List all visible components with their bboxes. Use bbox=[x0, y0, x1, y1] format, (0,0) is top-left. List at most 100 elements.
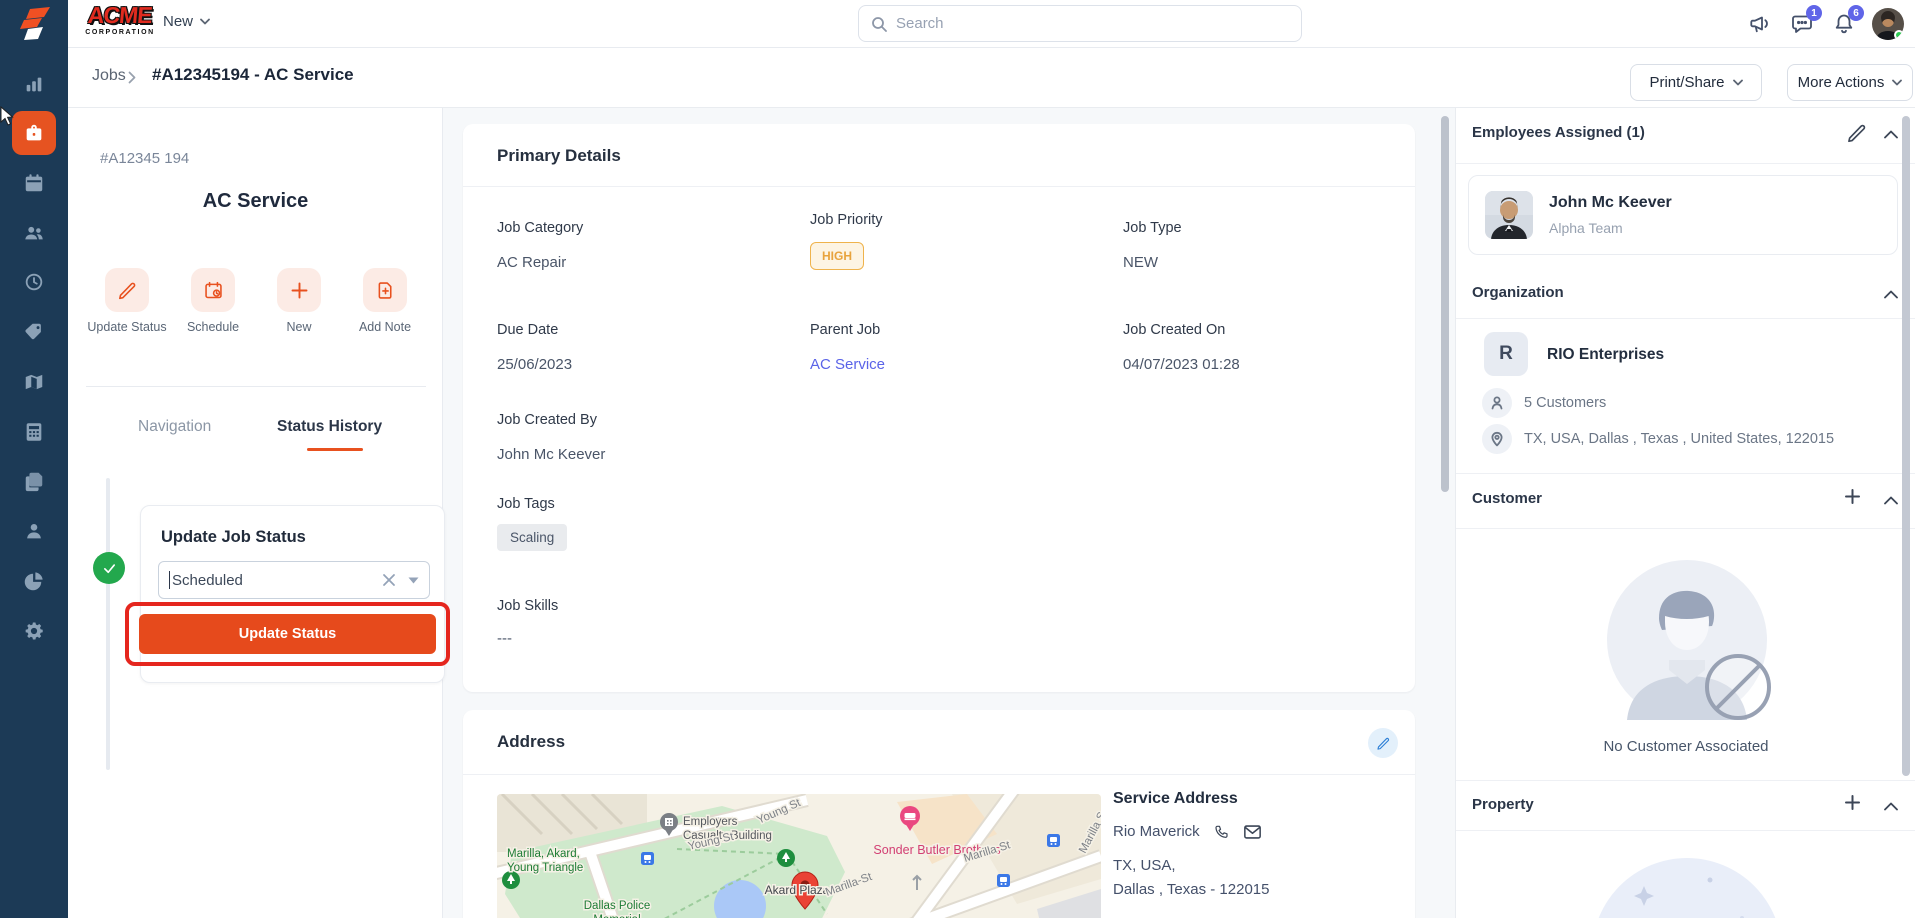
collapse-customer-button[interactable] bbox=[1884, 492, 1906, 514]
customers-count-icon-wrap bbox=[1482, 388, 1512, 418]
section-divider bbox=[1456, 830, 1915, 831]
edit-address-button[interactable] bbox=[1368, 728, 1398, 758]
job-created-by-label: Job Created By bbox=[497, 412, 597, 428]
service-address-line1: TX, USA, bbox=[1113, 857, 1176, 874]
property-placeholder-image bbox=[1598, 858, 1776, 918]
map-icon bbox=[25, 374, 43, 390]
collapse-organization-button[interactable] bbox=[1884, 286, 1906, 308]
tab-status-history[interactable]: Status History bbox=[277, 418, 383, 435]
job-summary-panel: #A12345 194 AC Service Update Status Sch… bbox=[68, 108, 450, 918]
right-panel-scrollbar[interactable] bbox=[1902, 116, 1910, 776]
quick-action-add-note[interactable]: Add Note bbox=[341, 268, 429, 335]
sidebar-item-jobs[interactable] bbox=[12, 111, 56, 155]
note-plus-icon bbox=[378, 281, 392, 299]
search-input[interactable] bbox=[896, 15, 1289, 32]
sidebar-item-timesheets[interactable] bbox=[12, 260, 56, 304]
more-actions-label: More Actions bbox=[1797, 74, 1885, 91]
sidebar-item-settings[interactable] bbox=[12, 609, 56, 653]
organization-section-title: Organization bbox=[1472, 284, 1564, 301]
chevron-up-icon bbox=[1884, 496, 1898, 505]
gear-icon bbox=[25, 622, 43, 640]
zuper-logo-icon bbox=[20, 7, 50, 40]
primary-details-card: Primary Details Job Category AC Repair J… bbox=[463, 124, 1415, 692]
notifications-button[interactable]: 6 bbox=[1832, 5, 1864, 36]
tab-navigation[interactable]: Navigation bbox=[138, 418, 212, 435]
organization-avatar-letter: R bbox=[1499, 343, 1513, 364]
quick-action-label: Add Note bbox=[358, 320, 412, 334]
collapse-property-button[interactable] bbox=[1884, 798, 1906, 820]
job-category-label: Job Category bbox=[497, 220, 584, 236]
card-divider bbox=[463, 774, 1415, 775]
priority-badge-text: HIGH bbox=[810, 242, 864, 270]
messages-button[interactable]: 1 bbox=[1790, 5, 1822, 36]
collapse-employees-button[interactable] bbox=[1884, 126, 1906, 148]
no-customer-avatar bbox=[1607, 560, 1767, 720]
edit-employees-button[interactable] bbox=[1846, 122, 1868, 144]
announcements-button[interactable] bbox=[1748, 12, 1772, 36]
quick-action-new[interactable]: New bbox=[255, 268, 343, 335]
dropdown-arrow-icon[interactable] bbox=[408, 577, 419, 584]
section-divider bbox=[1456, 473, 1915, 474]
no-customer-illustration bbox=[1607, 560, 1771, 720]
sidebar-item-invoices[interactable] bbox=[12, 410, 56, 454]
service-contact-row: Rio Maverick bbox=[1113, 823, 1261, 840]
organization-avatar: R bbox=[1484, 332, 1528, 376]
job-created-on-label: Job Created On bbox=[1123, 322, 1226, 338]
add-customer-button[interactable] bbox=[1844, 488, 1866, 510]
organization-location: TX, USA, Dallas , Texas , United States,… bbox=[1524, 431, 1835, 447]
map-label: Dallas Police bbox=[584, 900, 650, 912]
mail-icon[interactable] bbox=[1243, 824, 1261, 839]
sidebar-item-calendar[interactable] bbox=[12, 161, 56, 205]
clock-icon bbox=[25, 273, 43, 291]
plus-icon bbox=[1845, 795, 1860, 810]
parent-job-label: Parent Job bbox=[810, 322, 881, 338]
job-created-on-value: 04/07/2023 01:28 bbox=[1123, 356, 1240, 373]
service-address-heading: Service Address bbox=[1113, 790, 1238, 807]
employee-card[interactable]: John Mc Keever Alpha Team bbox=[1468, 175, 1898, 255]
sidebar-item-customers[interactable] bbox=[12, 509, 56, 553]
online-status-dot bbox=[1894, 30, 1904, 40]
print-share-button[interactable]: Print/Share bbox=[1630, 64, 1762, 101]
more-actions-button[interactable]: More Actions bbox=[1787, 64, 1913, 101]
job-tag-chip: Scaling bbox=[497, 524, 568, 551]
job-type-label: Job Type bbox=[1123, 220, 1182, 236]
quick-action-update-status[interactable]: Update Status bbox=[83, 268, 171, 335]
status-select[interactable]: Scheduled bbox=[158, 561, 430, 599]
sidebar-item-teams[interactable] bbox=[12, 211, 56, 255]
sidebar-item-map[interactable] bbox=[12, 360, 56, 404]
service-address-lines: TX, USA, Dallas , Texas - 122015 bbox=[1113, 854, 1269, 902]
parent-job-link[interactable]: AC Service bbox=[810, 356, 886, 373]
job-tag-chip-wrap: Scaling bbox=[497, 524, 568, 551]
job-type-value: NEW bbox=[1123, 254, 1158, 271]
pencil-icon bbox=[118, 282, 135, 299]
location-icon-wrap bbox=[1482, 424, 1512, 454]
service-address-map[interactable]: Employers Casualty Building Young St You… bbox=[497, 794, 1101, 918]
update-job-status-card: Update Job Status Scheduled Update Statu… bbox=[125, 505, 450, 683]
quick-action-schedule[interactable]: Schedule bbox=[169, 268, 257, 335]
sidebar-item-dashboard[interactable] bbox=[12, 62, 56, 106]
park-tree-pin bbox=[777, 849, 795, 867]
calendar-clock-icon bbox=[204, 281, 222, 298]
clear-x-icon[interactable] bbox=[382, 573, 396, 587]
employees-section-title: Employees Assigned (1) bbox=[1472, 124, 1645, 141]
add-property-button[interactable] bbox=[1844, 794, 1866, 816]
phone-icon[interactable] bbox=[1214, 824, 1230, 840]
due-date-label: Due Date bbox=[497, 322, 559, 338]
sidebar-item-documents[interactable] bbox=[12, 459, 56, 503]
update-status-button[interactable]: Update Status bbox=[139, 614, 436, 654]
main-scrollbar[interactable] bbox=[1441, 116, 1449, 492]
breadcrumb-jobs-link[interactable]: Jobs bbox=[92, 67, 126, 84]
sidebar-item-tags[interactable] bbox=[12, 310, 56, 354]
location-pin-icon bbox=[1491, 431, 1503, 447]
section-divider bbox=[1456, 318, 1915, 319]
sidebar-item-reports[interactable] bbox=[12, 559, 56, 603]
new-menu-label: New bbox=[163, 13, 194, 30]
employee-avatar-image bbox=[1485, 191, 1533, 239]
no-customer-text: No Customer Associated bbox=[1603, 738, 1769, 755]
user-avatar[interactable] bbox=[1872, 8, 1904, 40]
zuper-logo[interactable] bbox=[16, 7, 52, 41]
top-bar: ACME CORPORATION New 1 6 bbox=[68, 0, 1915, 48]
panel-divider bbox=[86, 386, 426, 387]
quick-action-label: Schedule bbox=[186, 320, 240, 334]
new-menu-button[interactable]: New bbox=[163, 13, 210, 30]
